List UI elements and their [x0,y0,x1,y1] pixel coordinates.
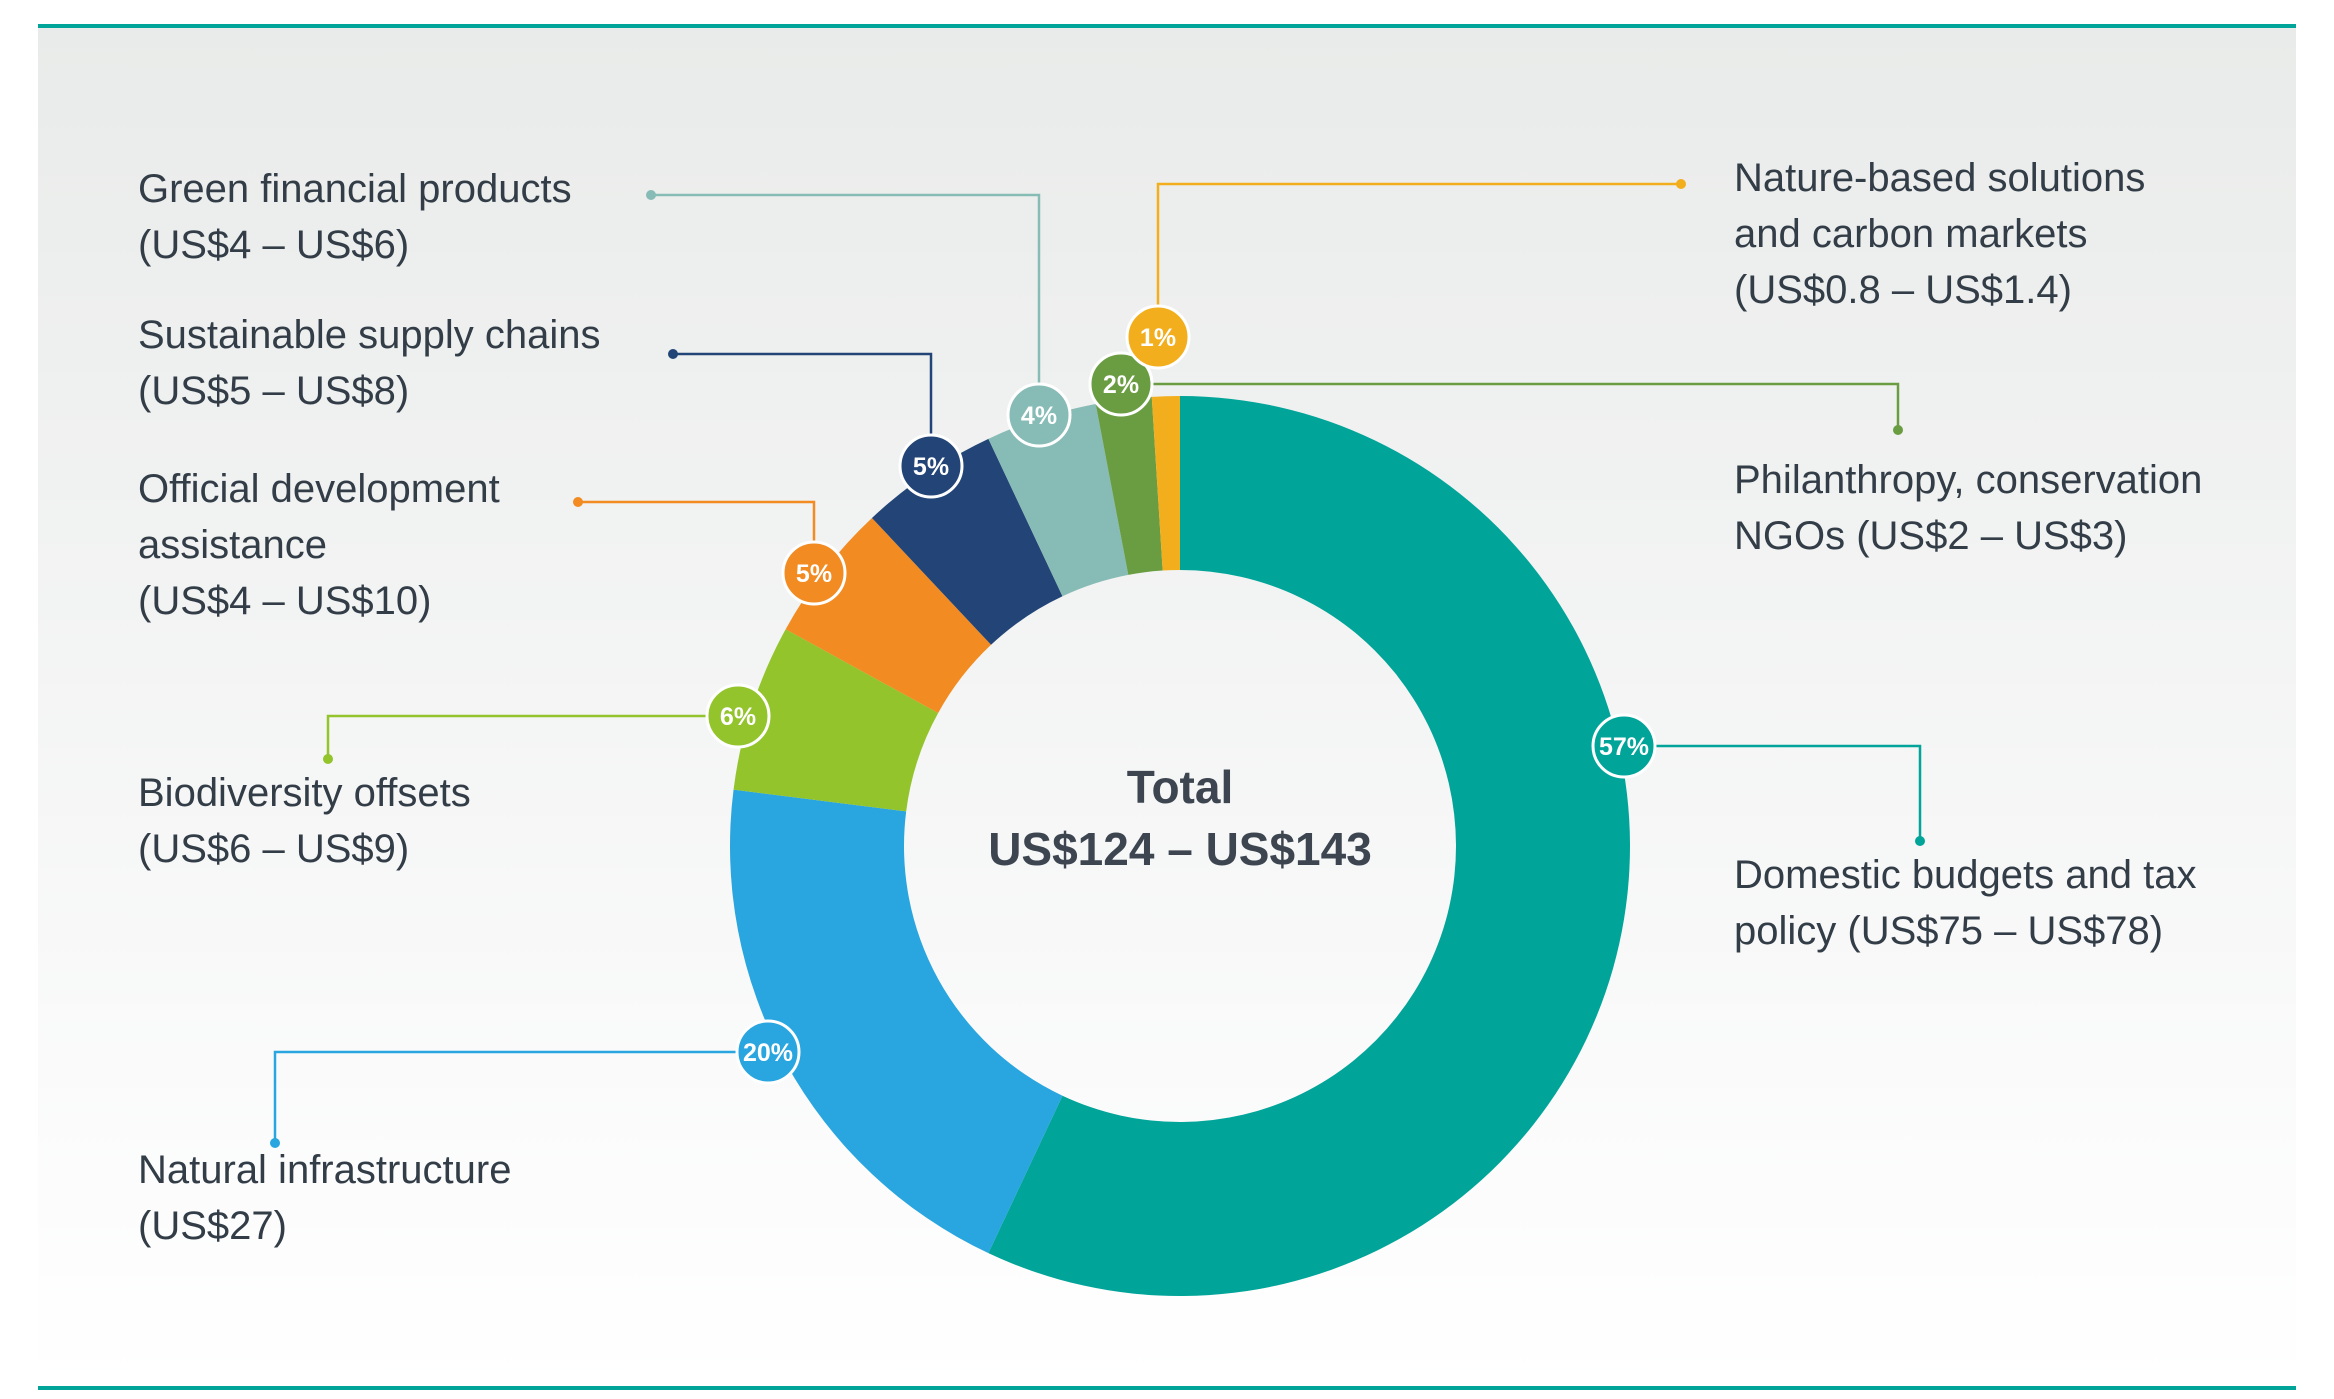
category-label-supply-chains: Sustainable supply chains (US$5 – US$8) [138,313,601,413]
leader-dot-nature-based [1676,179,1686,189]
slice-philanthropy [1095,396,1163,575]
percent-badge-natural-infrastructure [735,1019,801,1085]
category-label-green-financial: Green financial products (US$4 – US$6) [138,167,572,267]
percent-badge-domestic [1591,713,1657,779]
category-label-biodiversity-offsets: Biodiversity offsets (US$6 – US$9) [138,771,471,871]
percent-label-official-development: 5% [796,560,832,588]
percent-label-nature-based: 1% [1140,324,1176,352]
leader-dot-philanthropy [1893,425,1903,435]
category-label-official-development: Official development assistance (US$4 – US… [138,467,500,623]
leader-line-official-development [578,500,816,545]
percent-badge-nature-based [1125,304,1191,370]
leader-line-philanthropy [1149,382,1900,430]
slice-nature-based [1151,396,1180,571]
leader-line-supply-chains [673,352,933,438]
leader-line-nature-based [1156,182,1681,309]
leader-dot-natural-infrastructure [270,1138,280,1148]
leader-dot-official-development [573,497,583,507]
percent-label-green-financial: 4% [1021,402,1057,430]
category-label-nature-based: Nature-based solutions and carbon markets… [1734,156,2145,312]
category-label-natural-infrastructure: Natural infrastructure (US$27) [138,1148,511,1248]
slice-green-financial [988,403,1129,597]
leader-dot-green-financial [646,190,656,200]
slice-biodiversity-offsets [733,629,939,812]
percent-label-supply-chains: 5% [913,453,949,481]
percent-badge-supply-chains [898,433,964,499]
percent-badge-philanthropy [1088,351,1154,417]
percent-label-biodiversity-offsets: 6% [720,703,756,731]
category-label-philanthropy: Philanthropy, conservation NGOs (US$2 – U… [1734,458,2202,558]
percent-label-domestic: 57% [1599,733,1649,761]
center-total-heading: Total [1127,761,1233,813]
leader-dot-biodiversity-offsets [323,754,333,764]
percent-label-philanthropy: 2% [1103,371,1139,399]
leader-line-domestic [1650,744,1922,841]
center-total-value: US$124 – US$143 [988,823,1372,875]
slice-domestic [988,396,1630,1296]
leader-line-natural-infrastructure [273,1050,740,1143]
leader-line-biodiversity-offsets [326,714,710,759]
leader-line-green-financial [651,193,1041,387]
leader-dot-supply-chains [668,349,678,359]
leader-dot-domestic [1915,836,1925,846]
percent-label-natural-infrastructure: 20% [743,1039,793,1067]
slice-natural-infrastructure [730,789,1063,1254]
percent-badge-biodiversity-offsets [705,683,771,749]
category-label-domestic: Domestic budgets and tax policy (US$75 – … [1734,853,2196,953]
percent-badge-green-financial [1006,382,1072,448]
percent-badge-official-development [781,540,847,606]
